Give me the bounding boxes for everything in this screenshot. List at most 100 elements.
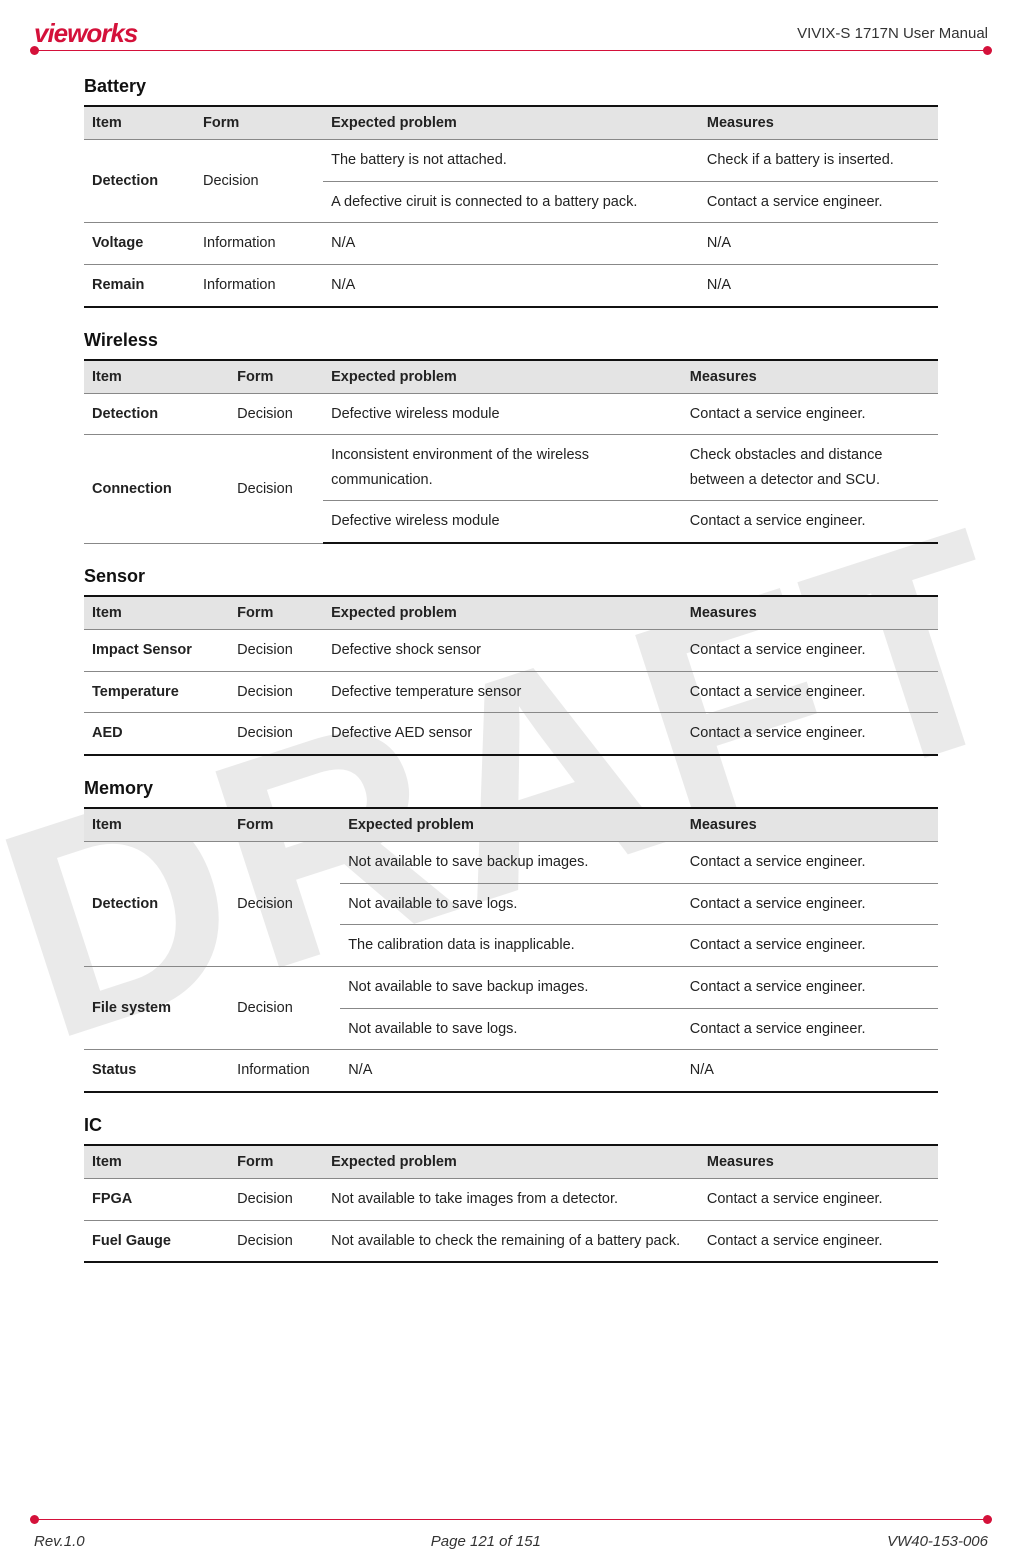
cell-item: Detection [84, 393, 229, 435]
col-item: Item [84, 106, 195, 140]
table-row: Impact Sensor Decision Defective shock s… [84, 630, 938, 672]
cell-form: Information [195, 264, 323, 306]
cell-form: Information [229, 1050, 340, 1092]
col-measures: Measures [699, 1145, 938, 1179]
cell-measures: Contact a service engineer. [682, 1008, 938, 1050]
cell-problem: Defective wireless module [323, 501, 682, 543]
cell-form: Information [195, 223, 323, 265]
table-wireless: Item Form Expected problem Measures Dete… [84, 359, 938, 545]
cell-item: Connection [84, 435, 229, 543]
cell-measures: Check if a battery is inserted. [699, 140, 938, 182]
col-item: Item [84, 360, 229, 394]
table-memory: Item Form Expected problem Measures Dete… [84, 807, 938, 1093]
cell-problem: N/A [340, 1050, 682, 1092]
col-problem: Expected problem [323, 360, 682, 394]
cell-measures: N/A [699, 264, 938, 306]
cell-problem: N/A [323, 264, 699, 306]
col-form: Form [229, 360, 323, 394]
cell-item: Detection [84, 140, 195, 223]
table-row: AED Decision Defective AED sensor Contac… [84, 713, 938, 755]
footer-dot-right [983, 1515, 992, 1524]
cell-measures: Contact a service engineer. [682, 671, 938, 713]
cell-form: Decision [229, 435, 323, 543]
cell-measures: Check obstacles and distance between a d… [682, 435, 938, 501]
col-problem: Expected problem [323, 106, 699, 140]
logo-text: vieworks [34, 18, 137, 49]
cell-measures: N/A [699, 223, 938, 265]
table-row: Voltage Information N/A N/A [84, 223, 938, 265]
cell-item: AED [84, 713, 229, 755]
col-problem: Expected problem [323, 596, 682, 630]
col-measures: Measures [699, 106, 938, 140]
cell-measures: Contact a service engineer. [682, 925, 938, 967]
table-header-row: Item Form Expected problem Measures [84, 1145, 938, 1179]
cell-item: Impact Sensor [84, 630, 229, 672]
col-form: Form [229, 808, 340, 842]
cell-measures: Contact a service engineer. [682, 501, 938, 543]
cell-item: Temperature [84, 671, 229, 713]
cell-form: Decision [229, 671, 323, 713]
table-row: FPGA Decision Not available to take imag… [84, 1178, 938, 1220]
section-title-ic: IC [84, 1115, 938, 1136]
table-row: Detection Decision The battery is not at… [84, 140, 938, 182]
cell-form: Decision [229, 842, 340, 967]
cell-problem: Not available to take images from a dete… [323, 1178, 699, 1220]
page-header: vieworks VIVIX-S 1717N User Manual [34, 18, 988, 49]
cell-problem: A defective ciruit is connected to a bat… [323, 181, 699, 223]
cell-item: Status [84, 1050, 229, 1092]
cell-measures: Contact a service engineer. [699, 1178, 938, 1220]
table-row: Remain Information N/A N/A [84, 264, 938, 306]
cell-measures: Contact a service engineer. [682, 966, 938, 1008]
cell-problem: Defective AED sensor [323, 713, 682, 755]
cell-form: Decision [229, 1178, 323, 1220]
cell-form: Decision [229, 393, 323, 435]
cell-item: Detection [84, 842, 229, 967]
footer-rev: Rev.1.0 [34, 1533, 85, 1550]
page-footer: Rev.1.0 Page 121 of 151 VW40-153-006 [34, 1533, 988, 1550]
col-form: Form [195, 106, 323, 140]
cell-item: Voltage [84, 223, 195, 265]
cell-form: Decision [229, 1220, 323, 1262]
cell-problem: Defective wireless module [323, 393, 682, 435]
table-sensor: Item Form Expected problem Measures Impa… [84, 595, 938, 756]
footer-rule [34, 1519, 988, 1520]
cell-item: File system [84, 966, 229, 1049]
cell-measures: Contact a service engineer. [682, 393, 938, 435]
table-header-row: Item Form Expected problem Measures [84, 808, 938, 842]
footer-docnum: VW40-153-006 [887, 1533, 988, 1550]
table-header-row: Item Form Expected problem Measures [84, 596, 938, 630]
col-measures: Measures [682, 596, 938, 630]
cell-measures: N/A [682, 1050, 938, 1092]
table-row: Connection Decision Inconsistent environ… [84, 435, 938, 501]
cell-measures: Contact a service engineer. [682, 713, 938, 755]
footer-dot-left [30, 1515, 39, 1524]
header-rule [34, 50, 988, 51]
cell-problem: The battery is not attached. [323, 140, 699, 182]
cell-problem: N/A [323, 223, 699, 265]
cell-item: Fuel Gauge [84, 1220, 229, 1262]
cell-form: Decision [229, 630, 323, 672]
col-item: Item [84, 1145, 229, 1179]
cell-problem: Defective shock sensor [323, 630, 682, 672]
col-form: Form [229, 1145, 323, 1179]
cell-measures: Contact a service engineer. [682, 630, 938, 672]
cell-measures: Contact a service engineer. [682, 842, 938, 884]
cell-form: Decision [229, 966, 340, 1049]
cell-measures: Contact a service engineer. [699, 1220, 938, 1262]
cell-problem: Not available to save backup images. [340, 966, 682, 1008]
table-row: Detection Decision Not available to save… [84, 842, 938, 884]
col-item: Item [84, 808, 229, 842]
cell-problem: Not available to save backup images. [340, 842, 682, 884]
logo: vieworks [34, 18, 137, 49]
table-row: Fuel Gauge Decision Not available to che… [84, 1220, 938, 1262]
cell-measures: Contact a service engineer. [699, 181, 938, 223]
cell-problem: Inconsistent environment of the wireless… [323, 435, 682, 501]
section-title-battery: Battery [84, 76, 938, 97]
table-row: File system Decision Not available to sa… [84, 966, 938, 1008]
table-row: Temperature Decision Defective temperatu… [84, 671, 938, 713]
doc-title: VIVIX-S 1717N User Manual [797, 25, 988, 42]
table-header-row: Item Form Expected problem Measures [84, 106, 938, 140]
table-header-row: Item Form Expected problem Measures [84, 360, 938, 394]
cell-item: FPGA [84, 1178, 229, 1220]
cell-problem: The calibration data is inapplicable. [340, 925, 682, 967]
